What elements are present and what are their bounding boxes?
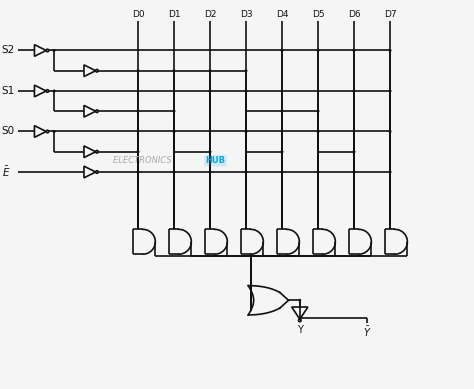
Text: D4: D4 (276, 10, 288, 19)
Circle shape (209, 70, 211, 72)
Circle shape (245, 90, 247, 92)
Circle shape (353, 50, 355, 51)
Text: D3: D3 (240, 10, 252, 19)
Circle shape (389, 90, 391, 92)
Circle shape (281, 171, 283, 173)
Circle shape (173, 131, 175, 132)
Circle shape (281, 50, 283, 51)
Circle shape (389, 131, 391, 132)
Circle shape (96, 70, 98, 72)
Circle shape (299, 319, 301, 322)
Circle shape (317, 131, 319, 132)
Text: D7: D7 (384, 10, 396, 19)
Text: D2: D2 (204, 10, 216, 19)
Text: Y: Y (297, 325, 303, 335)
Circle shape (353, 90, 355, 92)
Circle shape (96, 110, 98, 112)
Circle shape (245, 171, 247, 173)
Text: S2: S2 (1, 46, 15, 56)
Text: $\bar{Y}$: $\bar{Y}$ (363, 325, 372, 339)
Circle shape (353, 151, 355, 152)
Circle shape (46, 130, 49, 133)
Circle shape (46, 90, 49, 92)
Circle shape (137, 70, 139, 72)
Circle shape (317, 171, 319, 173)
Circle shape (209, 90, 211, 92)
Circle shape (209, 151, 211, 152)
Circle shape (173, 110, 175, 112)
Circle shape (137, 151, 139, 152)
Circle shape (245, 70, 247, 72)
Circle shape (173, 171, 175, 173)
Circle shape (137, 110, 139, 112)
Text: S0: S0 (1, 126, 15, 137)
Circle shape (137, 171, 139, 173)
Circle shape (209, 171, 211, 173)
Text: D5: D5 (312, 10, 324, 19)
Circle shape (53, 90, 55, 92)
Text: D6: D6 (348, 10, 360, 19)
Text: ELECTRONICS: ELECTRONICS (113, 156, 174, 165)
Text: $\bar{E}$: $\bar{E}$ (1, 165, 10, 179)
Circle shape (173, 70, 175, 72)
Circle shape (389, 171, 391, 173)
Circle shape (299, 300, 301, 301)
Circle shape (353, 171, 355, 173)
Circle shape (317, 110, 319, 112)
Circle shape (389, 50, 391, 51)
Text: HUB: HUB (206, 156, 226, 165)
Text: D1: D1 (168, 10, 180, 19)
Text: D0: D0 (132, 10, 144, 19)
Circle shape (281, 151, 283, 152)
Circle shape (96, 151, 98, 153)
Circle shape (53, 131, 55, 132)
Text: S1: S1 (1, 86, 15, 96)
Circle shape (46, 49, 49, 52)
Circle shape (96, 171, 98, 173)
Circle shape (245, 131, 247, 132)
Circle shape (317, 50, 319, 51)
Circle shape (53, 50, 55, 51)
Circle shape (281, 110, 283, 112)
